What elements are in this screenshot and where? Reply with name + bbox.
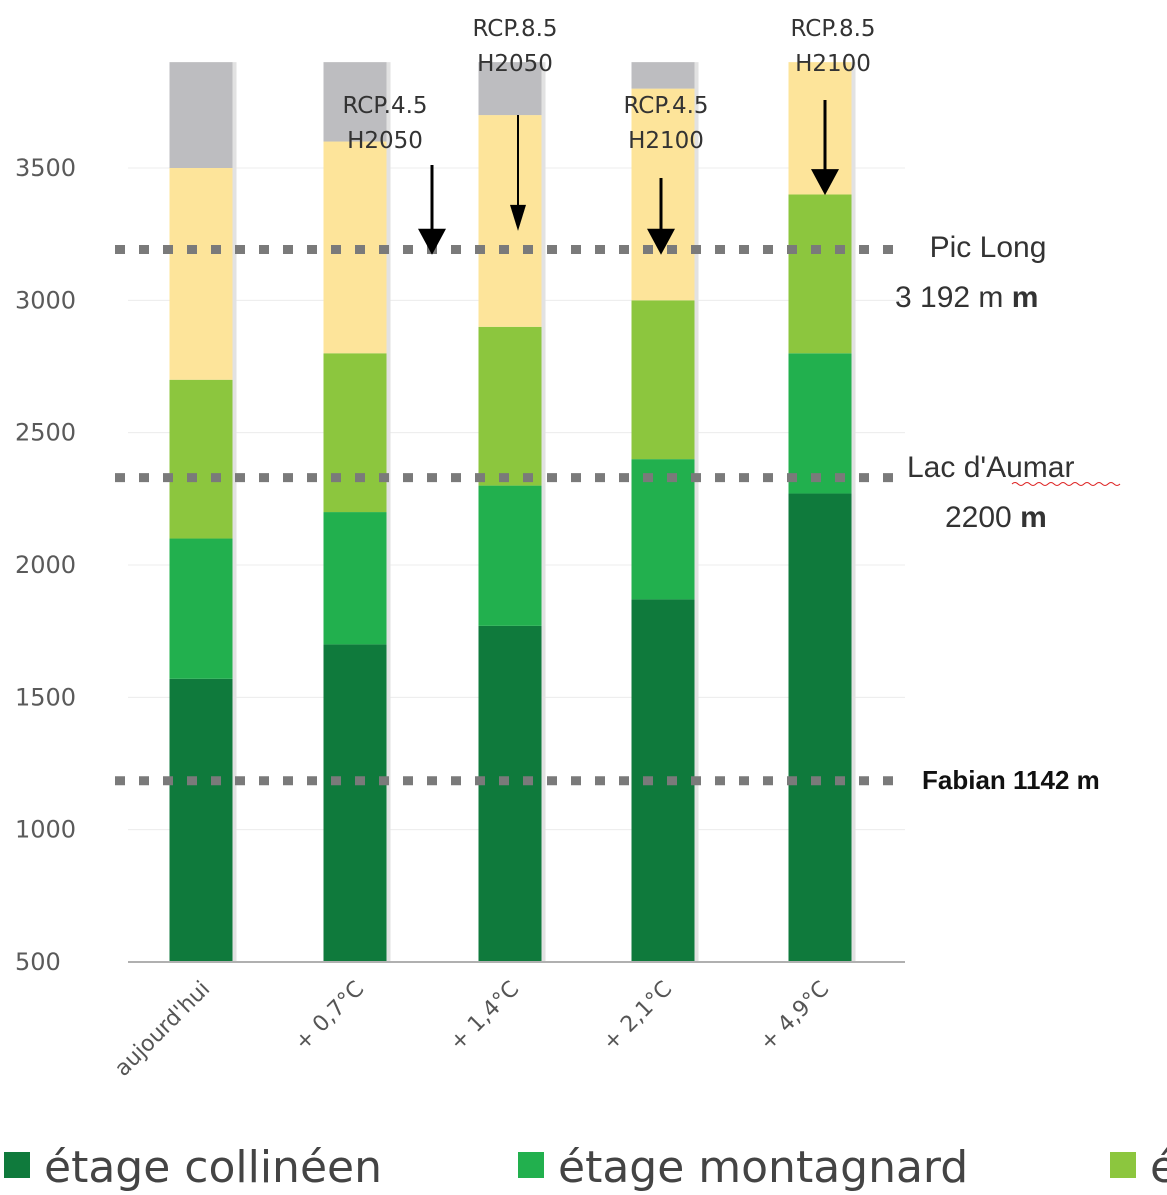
y-tick-label: 3000 [15, 286, 76, 314]
reference-label: Fabian 1142 m [922, 765, 1100, 795]
annotation-label: H2100 [628, 128, 704, 154]
bar-segment [169, 62, 233, 169]
annotation-label: H2050 [347, 128, 423, 154]
bar-segment [631, 300, 695, 460]
reference-lines: Pic Long 3 192 m m Lac d'Aumar 2200 m Fabian… [115, 231, 1121, 795]
legend-swatch [1110, 1152, 1136, 1178]
bar-segment [478, 62, 542, 116]
bar-segment [323, 62, 387, 142]
bar-segment [323, 644, 387, 962]
x-tick-label: + 0,7°C [290, 977, 369, 1056]
reference-label: 3 192 m m [895, 281, 1038, 314]
bar-segment [169, 379, 233, 539]
bars [169, 62, 856, 962]
legend-label: étage montagnard [558, 1142, 968, 1193]
y-tick-label: 2500 [15, 419, 76, 447]
legend-swatch [518, 1152, 544, 1178]
bar-segment [169, 168, 233, 380]
reference-label-value: 2200 [945, 501, 1020, 534]
y-tick-label: 1000 [15, 816, 76, 844]
bar-segment [323, 353, 387, 513]
reference-label-unit: m [1012, 281, 1039, 314]
bar-shadow [694, 62, 699, 962]
reference-label: Pic Long [930, 231, 1047, 264]
annotation-label: H2050 [477, 51, 553, 77]
x-tick-label: aujourd'hui [110, 977, 215, 1082]
y-tick-label: 1500 [15, 683, 76, 711]
annotation-arrowhead [811, 169, 839, 196]
annotation-arrowhead [510, 204, 526, 231]
bar-segment [631, 599, 695, 962]
bar-segment [169, 538, 233, 679]
bar-shadow [386, 62, 391, 962]
reference-label-unit: m [1020, 501, 1047, 534]
spellcheck-underline [1011, 482, 1121, 486]
x-tick-label: + 2,1°C [598, 977, 677, 1056]
bar-shadow [232, 62, 237, 962]
annotation-label: H2100 [795, 51, 871, 77]
y-tick-label: 3500 [15, 154, 76, 182]
bar-segment [788, 194, 852, 354]
bar-segment [169, 678, 233, 962]
annotation-label: RCP.8.5 [790, 16, 875, 42]
legend: étage collinéen étage montagnard é [4, 1142, 1167, 1193]
bar-segment [631, 88, 695, 301]
x-axis: aujourd'hui + 0,7°C + 1,4°C + 2,1°C + 4,9°C [110, 977, 834, 1082]
bar-segment [478, 115, 542, 327]
annotation-label: RCP.4.5 [623, 93, 708, 119]
bar-shadow [541, 62, 546, 962]
y-tick-label: 500 [15, 948, 61, 976]
y-tick-label: 2000 [15, 551, 76, 579]
annotation-label: RCP.8.5 [472, 16, 557, 42]
bar-shadow [851, 62, 856, 962]
bar-segment [478, 625, 542, 962]
legend-label: é [1150, 1142, 1167, 1193]
reference-label: Lac d'Aumar [907, 451, 1074, 484]
legend-swatch [4, 1152, 30, 1178]
annotation-arrowhead [647, 228, 675, 255]
bar-segment [478, 326, 542, 486]
reference-label: 2200 m [945, 501, 1047, 534]
bar-segment [788, 353, 852, 494]
annotation-arrowhead [418, 228, 446, 255]
x-tick-label: + 4,9°C [755, 977, 834, 1056]
bar-segment [631, 62, 695, 89]
y-axis: 500 1000 1500 2000 2500 3000 3500 [15, 154, 76, 976]
bar-segment [478, 485, 542, 626]
annotations: RCP.4.5 H2050 RCP.8.5 H2050 RCP.4.5 H2100 RCP.… [342, 16, 876, 255]
legend-label: étage collinéen [44, 1142, 382, 1193]
bar-segment [323, 512, 387, 645]
bar-segment [631, 459, 695, 600]
bar-segment [788, 493, 852, 962]
x-tick-label: + 1,4°C [445, 977, 524, 1056]
reference-label-value: 3 192 m [895, 281, 1012, 314]
annotation-label: RCP.4.5 [342, 93, 427, 119]
